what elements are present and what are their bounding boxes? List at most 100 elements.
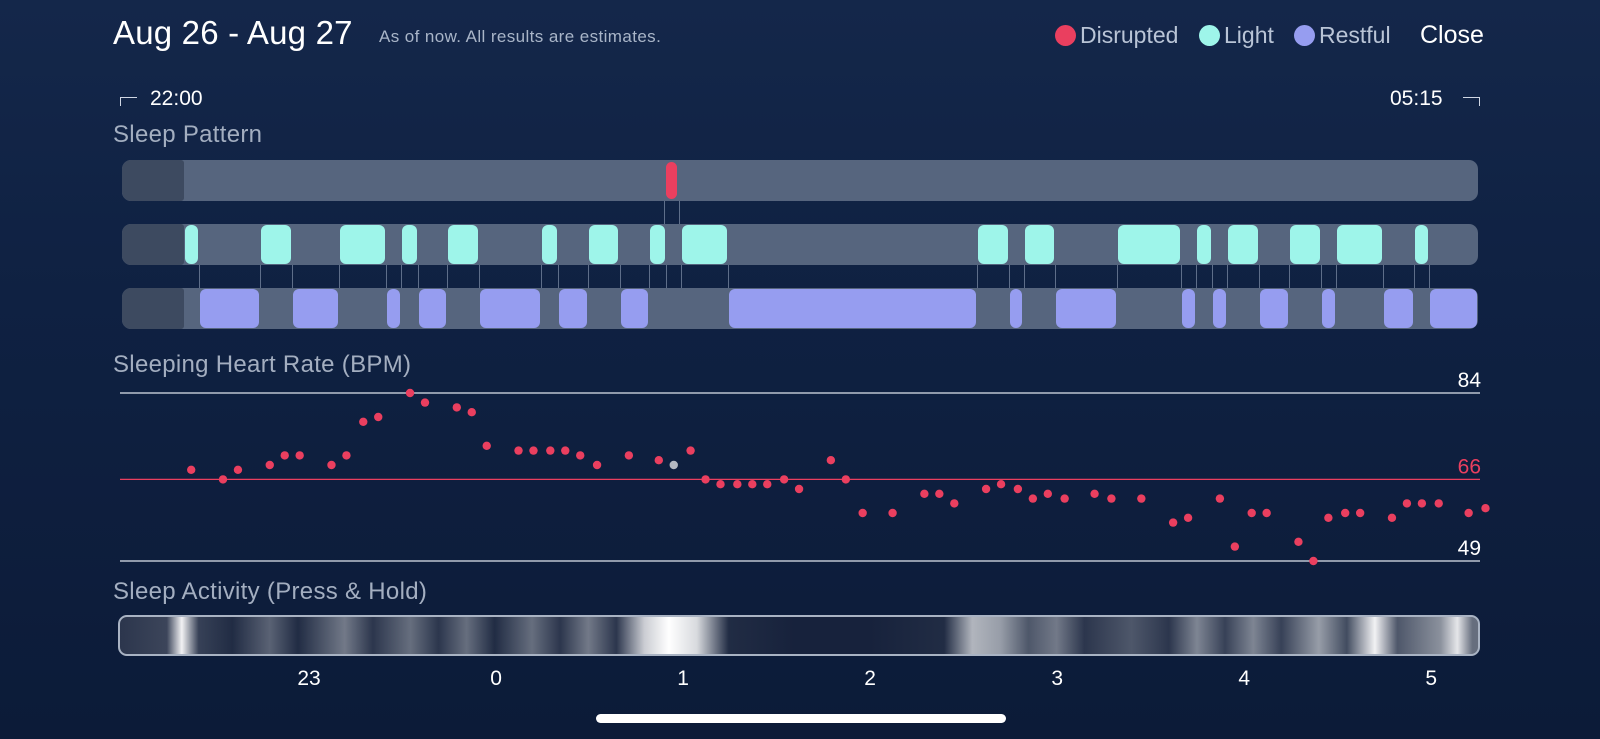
pattern-connector bbox=[1055, 265, 1057, 288]
heart-rate-point bbox=[546, 446, 555, 455]
light-segment bbox=[1290, 225, 1320, 264]
heart-rate-point bbox=[981, 484, 991, 494]
track-stub bbox=[122, 160, 184, 201]
reference-label-84: 84 bbox=[1458, 370, 1482, 392]
pattern-connector bbox=[664, 201, 666, 224]
pattern-connector bbox=[1414, 265, 1416, 288]
pattern-connector bbox=[417, 265, 419, 288]
pattern-connector bbox=[540, 265, 542, 288]
restful-segment bbox=[480, 289, 540, 328]
light-segment bbox=[1196, 225, 1212, 264]
pattern-connector bbox=[587, 265, 589, 288]
pattern-connector bbox=[1259, 265, 1261, 288]
pattern-connector bbox=[1195, 265, 1197, 288]
estimate-note: As of now. All results are estimates. bbox=[379, 27, 662, 46]
heart-rate-point bbox=[669, 460, 678, 470]
heart-rate-point bbox=[1464, 508, 1473, 518]
date-range-title: Aug 26 - Aug 27 bbox=[113, 14, 353, 51]
restful-segment bbox=[728, 289, 976, 328]
heart-rate-point bbox=[374, 412, 383, 422]
pattern-connector bbox=[679, 201, 681, 224]
x-tick-label: 2 bbox=[864, 667, 876, 690]
pattern-connector bbox=[1289, 265, 1291, 288]
legend-light-label: Light bbox=[1224, 22, 1274, 48]
pattern-connector bbox=[1227, 265, 1229, 288]
heart-rate-point bbox=[935, 489, 944, 498]
heart-rate-point bbox=[1107, 494, 1116, 503]
heart-rate-point bbox=[482, 441, 491, 450]
sleep-activity-bar[interactable] bbox=[118, 615, 1480, 656]
end-bracket-icon bbox=[1463, 97, 1480, 106]
pattern-connector bbox=[976, 265, 978, 288]
heart-rate-point bbox=[561, 446, 570, 455]
pattern-connector bbox=[338, 265, 340, 288]
pattern-connector bbox=[260, 265, 262, 288]
heart-rate-point bbox=[1230, 542, 1240, 551]
sleep-activity-title: Sleep Activity (Press & Hold) bbox=[113, 578, 428, 605]
light-segment bbox=[1415, 225, 1429, 264]
light-segment bbox=[650, 225, 666, 264]
heart-rate-point bbox=[716, 480, 725, 489]
heart-rate-point bbox=[996, 480, 1006, 489]
x-tick-label: 23 bbox=[297, 667, 321, 690]
heart-rate-point bbox=[233, 465, 243, 474]
pattern-connector bbox=[666, 265, 668, 288]
restful-segment bbox=[1056, 289, 1117, 328]
legend-light: Light bbox=[1199, 22, 1274, 49]
restful-segment bbox=[1430, 289, 1477, 328]
x-tick-label: 5 bbox=[1425, 667, 1438, 690]
heart-rate-point bbox=[576, 451, 585, 460]
heart-rate-point bbox=[701, 475, 710, 484]
heart-rate-point bbox=[1434, 499, 1443, 508]
close-button[interactable]: Close bbox=[1420, 21, 1484, 49]
legend-disrupted-label: Disrupted bbox=[1080, 22, 1179, 48]
pattern-connector bbox=[292, 265, 294, 288]
light-segment bbox=[541, 225, 557, 264]
light-segment bbox=[1336, 225, 1382, 264]
pattern-connector bbox=[1429, 265, 1431, 288]
sleep-pattern-title: Sleep Pattern bbox=[113, 121, 263, 148]
restful-segment bbox=[1383, 289, 1414, 328]
x-tick-label: 3 bbox=[1051, 667, 1064, 690]
restful-dot-icon bbox=[1294, 25, 1315, 46]
light-segment bbox=[184, 225, 198, 264]
light-segment bbox=[261, 225, 292, 264]
light-segment bbox=[682, 225, 727, 264]
heart-rate-point bbox=[1215, 494, 1225, 503]
heart-rate-point bbox=[920, 489, 929, 498]
heart-rate-point bbox=[950, 499, 959, 508]
pattern-connector bbox=[1320, 265, 1322, 288]
restful-segment bbox=[1009, 289, 1023, 328]
light-track bbox=[122, 224, 1478, 265]
pattern-connector bbox=[619, 265, 621, 288]
heart-rate-point bbox=[1262, 508, 1271, 518]
pattern-connector bbox=[400, 265, 402, 288]
pattern-connector bbox=[557, 265, 559, 288]
heart-rate-point bbox=[1324, 513, 1333, 522]
heart-rate-point bbox=[452, 403, 461, 412]
disrupted-track bbox=[122, 160, 1478, 201]
heart-rate-point bbox=[218, 475, 228, 484]
pattern-connector bbox=[1212, 265, 1214, 288]
pattern-connector bbox=[1382, 265, 1384, 288]
heart-rate-title: Sleeping Heart Rate (BPM) bbox=[113, 351, 412, 378]
heart-rate-point bbox=[794, 484, 804, 494]
heart-rate-point bbox=[1341, 508, 1350, 518]
home-indicator[interactable] bbox=[596, 714, 1006, 723]
heart-rate-point bbox=[327, 460, 336, 470]
heart-rate-point bbox=[748, 480, 757, 489]
heart-rate-point bbox=[1309, 556, 1318, 566]
heart-rate-point bbox=[1355, 508, 1365, 518]
pattern-connector bbox=[447, 265, 449, 288]
heart-rate-point bbox=[733, 480, 742, 489]
heart-rate-point bbox=[686, 446, 695, 455]
pattern-connector bbox=[1117, 265, 1119, 288]
heart-rate-point bbox=[1013, 484, 1023, 494]
heart-rate-point bbox=[1247, 508, 1256, 518]
heart-rate-point bbox=[592, 460, 602, 470]
pattern-connector bbox=[1023, 265, 1025, 288]
heart-rate-point bbox=[280, 451, 289, 460]
x-tick-label: 1 bbox=[677, 667, 689, 690]
light-segment bbox=[1118, 225, 1180, 264]
restful-segment bbox=[293, 289, 338, 328]
